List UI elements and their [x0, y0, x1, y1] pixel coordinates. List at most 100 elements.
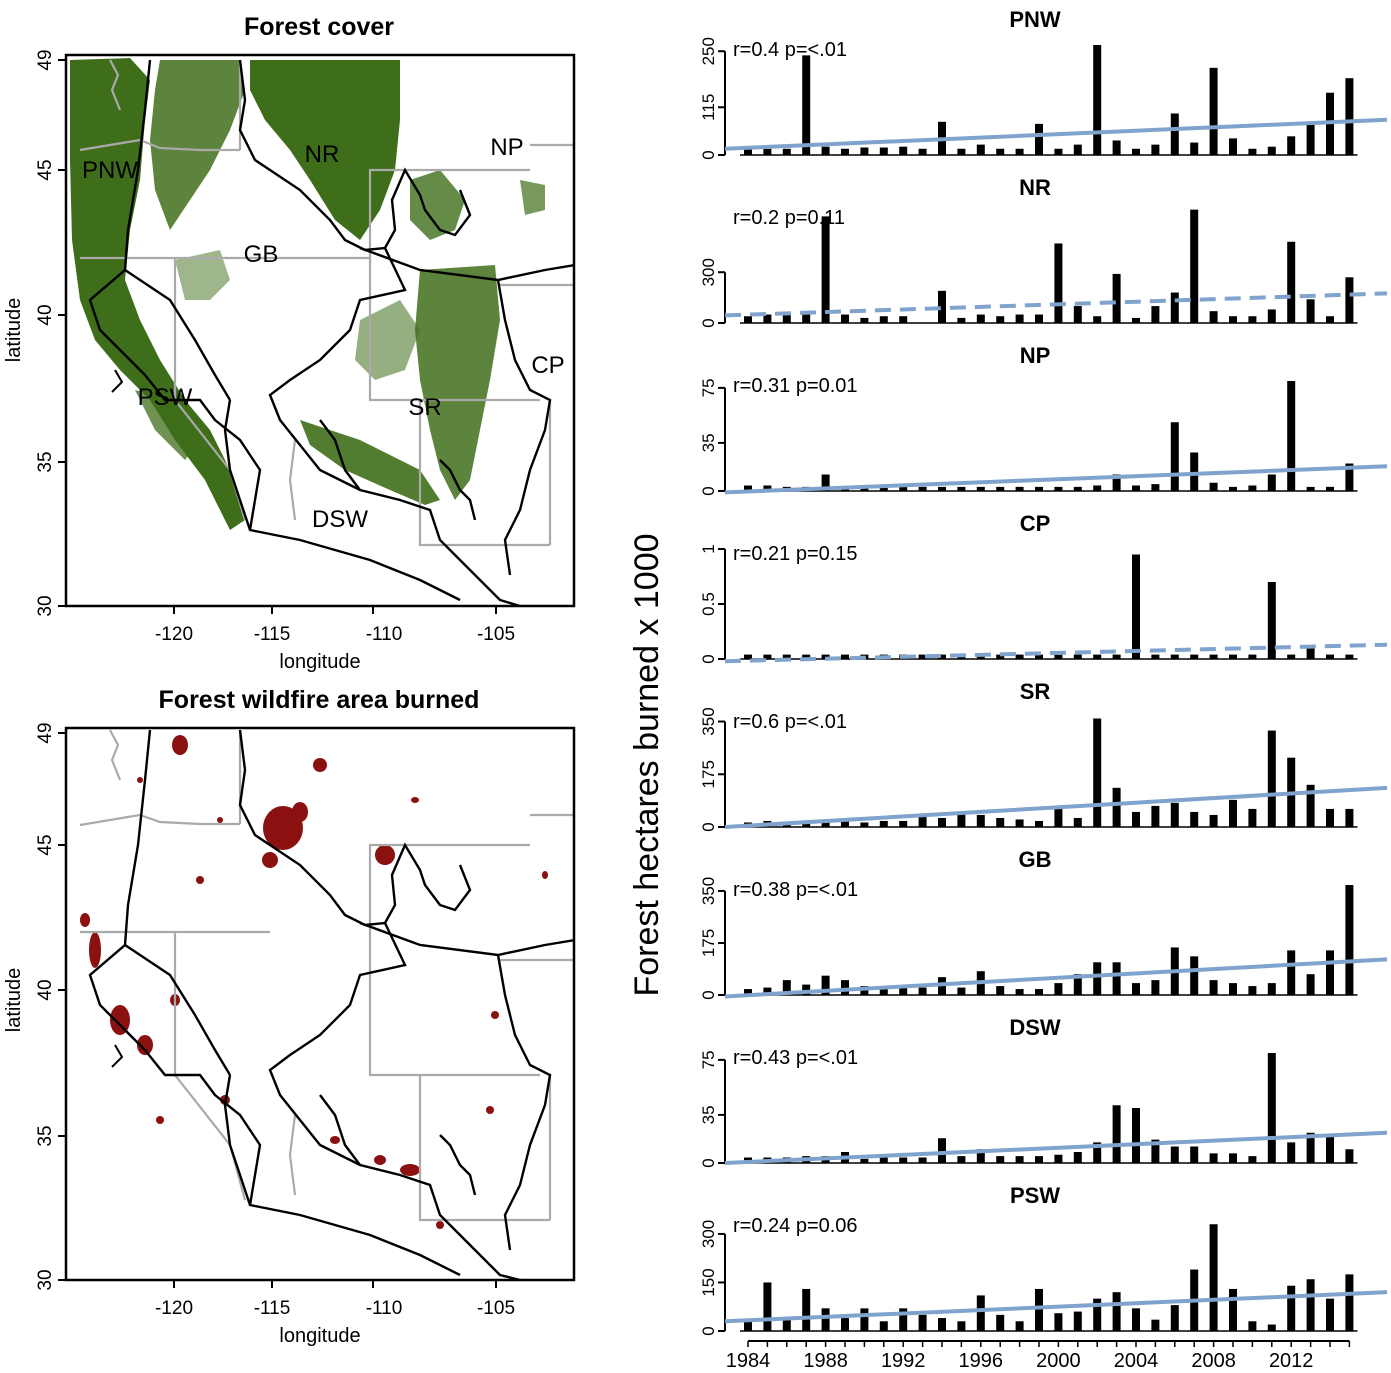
- bar-panel-sr: SR r=0.6 p=<.01 0 175 350: [699, 679, 1388, 832]
- bar-1998: [1015, 314, 1024, 323]
- bar-2001: [1073, 1311, 1082, 1331]
- bar-1996: [976, 1295, 985, 1331]
- bar-2000: [1054, 808, 1063, 827]
- bar-2006: [1170, 113, 1179, 155]
- bar-1997: [996, 654, 1005, 659]
- bar-1986: [782, 1319, 791, 1331]
- bar-1988: [821, 474, 830, 491]
- bar-2007: [1190, 452, 1199, 491]
- bar-2004: [1132, 148, 1140, 155]
- bar-1996: [976, 144, 985, 155]
- region-label-cp: CP: [531, 352, 564, 379]
- panel-stat: r=0.21 p=0.15: [733, 543, 858, 565]
- map2-xlabel: longitude: [279, 1325, 360, 1347]
- bar-2015: [1345, 885, 1354, 995]
- bar-1998: [1015, 486, 1024, 491]
- bar-2014: [1326, 654, 1334, 659]
- bar-2007: [1190, 142, 1199, 155]
- bar-2015: [1345, 463, 1354, 491]
- bar-1985: [763, 987, 772, 995]
- bar-2000: [1054, 983, 1063, 995]
- bar-1998: [1015, 1321, 1024, 1331]
- trend-line: [724, 291, 1388, 318]
- bar-1993: [918, 813, 927, 827]
- bar-2011: [1267, 146, 1276, 155]
- bar-2011: [1267, 1053, 1276, 1163]
- map1-xlabel: longitude: [279, 651, 360, 673]
- bar-2000: [1054, 1313, 1063, 1331]
- bar-2005: [1151, 805, 1160, 827]
- map-forest-cover-yaxis: 30 35 40 45 49 latitude: [3, 49, 66, 617]
- bar-2015: [1345, 808, 1354, 827]
- bar-1994: [938, 1318, 946, 1331]
- bar-2005: [1151, 484, 1160, 491]
- bar-1991: [879, 1321, 888, 1331]
- bar-2003: [1112, 1105, 1121, 1163]
- bar-panel-dsw: DSW r=0.43 p=<.01 0 35 75: [699, 1015, 1388, 1168]
- bar-1987: [802, 55, 811, 155]
- bar-2004: [1132, 811, 1140, 827]
- bars-xtick-label: 2012: [1269, 1350, 1314, 1372]
- bar-1984: [744, 316, 752, 323]
- bar-2009: [1229, 1288, 1237, 1331]
- bar-1996: [976, 814, 985, 827]
- bar-1992: [899, 486, 908, 491]
- bar-1991: [879, 316, 888, 323]
- bar-2009: [1229, 654, 1237, 659]
- bar-panel-pnw: PNW r=0.4 p=<.01 0 115 250: [699, 7, 1388, 160]
- bar-2009: [1229, 316, 1237, 323]
- map2-xtick: -115: [254, 1298, 291, 1319]
- bar-1997: [996, 1156, 1005, 1163]
- bars-xtick-label: 2004: [1114, 1350, 1159, 1372]
- bar-2014: [1326, 1135, 1334, 1163]
- bars-xtick-label: 1992: [881, 1350, 926, 1372]
- map1-ytick: 30: [35, 595, 56, 616]
- bar-1993: [918, 987, 927, 995]
- panel-stat: r=0.43 p=<.01: [733, 1047, 858, 1069]
- bar-2005: [1151, 144, 1160, 155]
- bar-1984: [744, 989, 752, 995]
- panel-ytick-label: 0.5: [699, 592, 718, 616]
- map1-ytick: 45: [35, 159, 56, 180]
- bar-1988: [821, 1308, 830, 1331]
- bar-2009: [1229, 983, 1237, 995]
- bar-1986: [782, 980, 791, 995]
- map1-xtick: -105: [477, 624, 515, 645]
- map-burned-title: Forest wildfire area burned: [159, 686, 480, 714]
- bar-1997: [996, 817, 1005, 827]
- bar-2010: [1248, 654, 1257, 659]
- bar-2001: [1073, 817, 1082, 827]
- bar-1989: [841, 654, 849, 659]
- panel-ytick-label: 300: [699, 1220, 718, 1248]
- bar-1997: [996, 486, 1005, 491]
- bars-ylabel: Forest hectares burned x 1000: [628, 533, 666, 996]
- bar-2011: [1267, 582, 1276, 659]
- bar-2015: [1345, 1149, 1354, 1163]
- map2-ytick: 49: [35, 722, 56, 743]
- region-label-sr: SR: [408, 394, 441, 421]
- panel-stat: r=0.6 p=<.01: [733, 711, 847, 733]
- bar-1992: [899, 1157, 908, 1163]
- region-label-pnw: PNW: [82, 157, 138, 184]
- bar-1994: [938, 1138, 946, 1163]
- bar-2002: [1093, 485, 1102, 491]
- bar-1989: [841, 148, 849, 155]
- bar-1994: [938, 817, 946, 827]
- map1-ylabel: latitude: [3, 298, 25, 363]
- bar-1989: [841, 980, 849, 995]
- bar-2013: [1306, 121, 1315, 155]
- bar-2008: [1209, 1153, 1218, 1163]
- bar-2010: [1248, 808, 1257, 827]
- map-forest-cover-xaxis: -120 -115 -110 -105 longitude: [155, 606, 515, 673]
- bar-2008: [1209, 654, 1218, 659]
- bar-1999: [1035, 989, 1043, 995]
- bar-2005: [1151, 980, 1160, 995]
- bar-1993: [918, 654, 927, 659]
- map1-ytick: 40: [35, 304, 56, 325]
- bar-2008: [1209, 67, 1218, 155]
- bar-2003: [1112, 654, 1121, 659]
- panel-ytick-label: 0: [699, 654, 718, 663]
- bar-2004: [1132, 1108, 1140, 1163]
- panel-ytick-label: 0: [699, 486, 718, 495]
